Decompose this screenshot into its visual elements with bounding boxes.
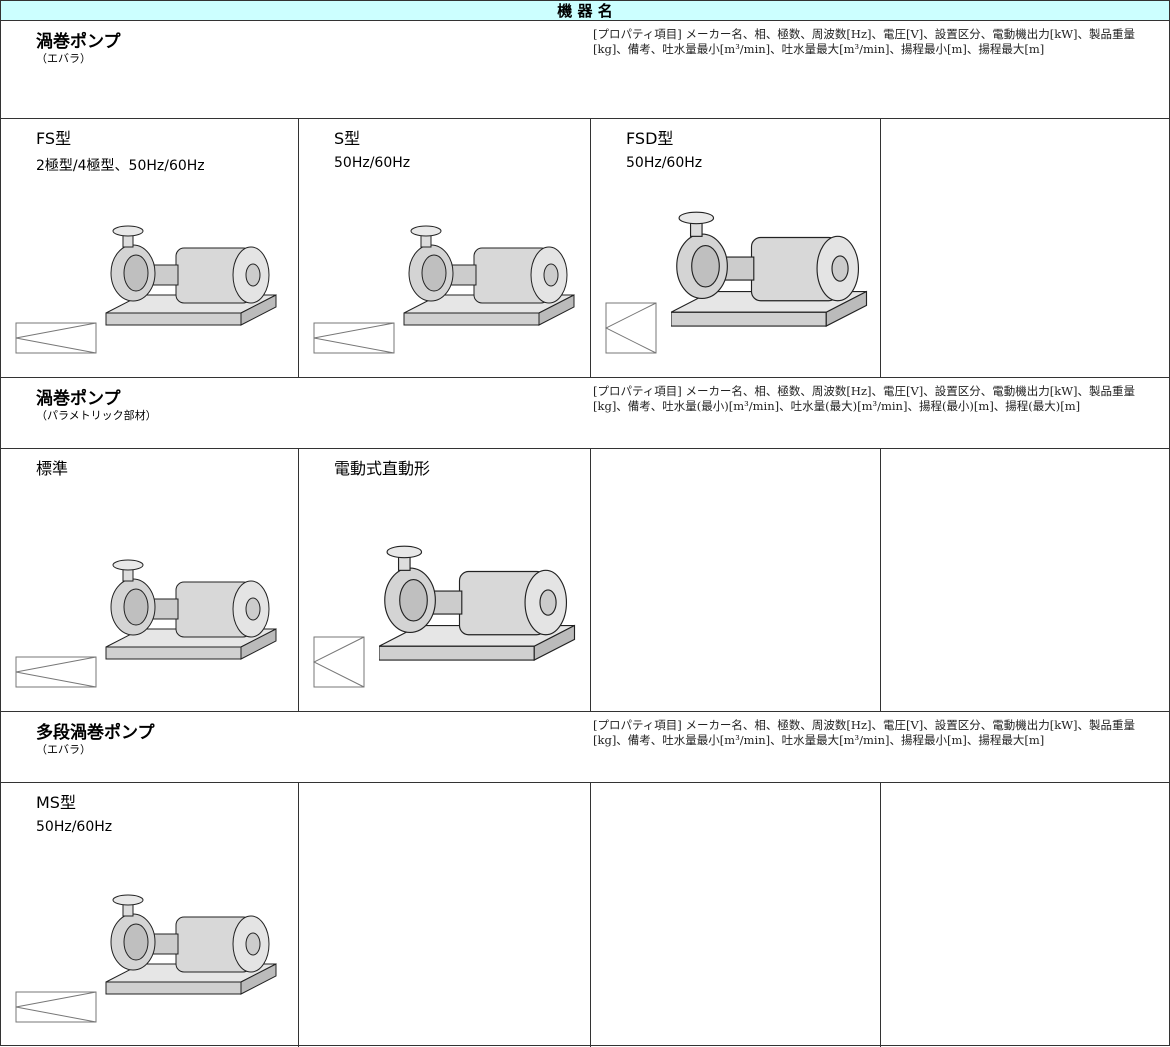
item-name: 標準 bbox=[36, 459, 69, 478]
table-body: 渦巻ポンプ （エバラ） [プロパティ項目] メーカー名、相、極数、周波数[Hz]、電… bbox=[1, 21, 1169, 1047]
section-title: 渦巻ポンプ bbox=[36, 32, 121, 52]
item-name: FS型 bbox=[36, 129, 72, 148]
pump-illustration bbox=[105, 559, 277, 660]
item-name: S型 bbox=[334, 129, 361, 148]
items-row: MS型 50Hz/60Hz bbox=[1, 783, 1169, 1047]
pump-illustration bbox=[403, 225, 575, 326]
item-cell bbox=[881, 119, 1169, 377]
pump-illustration bbox=[671, 211, 868, 327]
item-spec: 50Hz/60Hz bbox=[626, 155, 703, 171]
section-properties: [プロパティ項目] メーカー名、相、極数、周波数[Hz]、電圧[V]、設置区分、… bbox=[593, 718, 1136, 747]
item-spec: 50Hz/60Hz bbox=[36, 819, 113, 835]
item-cell: 標準 bbox=[1, 449, 299, 711]
section-subtitle: （エバラ） bbox=[36, 52, 91, 65]
item-cell: FS型 2極型/4極型、50Hz/60Hz bbox=[1, 119, 299, 377]
section-subtitle: （エバラ） bbox=[36, 743, 91, 756]
section-title: 多段渦巻ポンプ bbox=[36, 723, 155, 743]
pump-illustration bbox=[105, 894, 277, 995]
item-cell: 電動式直動形 bbox=[299, 449, 591, 711]
section-properties: [プロパティ項目] メーカー名、相、極数、周波数[Hz]、電圧[V]、設置区分、… bbox=[593, 384, 1136, 413]
thumbnail-icon bbox=[15, 656, 97, 688]
section-properties: [プロパティ項目] メーカー名、相、極数、周波数[Hz]、電圧[V]、設置区分、… bbox=[593, 27, 1136, 56]
section-subtitle: （パラメトリック部材） bbox=[36, 409, 157, 422]
item-name: 電動式直動形 bbox=[334, 459, 431, 478]
item-cell bbox=[881, 783, 1169, 1047]
thumbnail-icon bbox=[313, 636, 365, 688]
item-cell bbox=[591, 783, 881, 1047]
item-spec: 50Hz/60Hz bbox=[334, 155, 411, 171]
section-title: 渦巻ポンプ bbox=[36, 389, 121, 409]
items-row: FS型 2極型/4極型、50Hz/60Hz S型 50Hz/60Hz FSD型 50Hz/… bbox=[1, 119, 1169, 378]
item-cell bbox=[591, 449, 881, 711]
pump-illustration bbox=[105, 225, 277, 326]
thumbnail-icon bbox=[15, 322, 97, 354]
item-spec: 2極型/4極型、50Hz/60Hz bbox=[36, 158, 205, 174]
item-cell: S型 50Hz/60Hz bbox=[299, 119, 591, 377]
items-row: 標準 電動式直動形 bbox=[1, 449, 1169, 712]
item-cell: MS型 50Hz/60Hz bbox=[1, 783, 299, 1047]
section-row: 多段渦巻ポンプ （エバラ） [プロパティ項目] メーカー名、相、極数、周波数[Hz]… bbox=[1, 712, 1169, 783]
thumbnail-icon bbox=[605, 302, 657, 354]
item-name: FSD型 bbox=[626, 129, 674, 148]
item-cell bbox=[299, 783, 591, 1047]
item-cell bbox=[881, 449, 1169, 711]
thumbnail-icon bbox=[313, 322, 395, 354]
item-cell: FSD型 50Hz/60Hz bbox=[591, 119, 881, 377]
section-row: 渦巻ポンプ （エバラ） [プロパティ項目] メーカー名、相、極数、周波数[Hz]、電… bbox=[1, 21, 1169, 119]
item-name: MS型 bbox=[36, 793, 76, 812]
thumbnail-icon bbox=[15, 991, 97, 1023]
pump-illustration bbox=[379, 545, 576, 661]
section-row: 渦巻ポンプ （パラメトリック部材） [プロパティ項目] メーカー名、相、極数、周波数… bbox=[1, 378, 1169, 449]
header-title: 機 器 名 bbox=[1, 1, 1169, 21]
